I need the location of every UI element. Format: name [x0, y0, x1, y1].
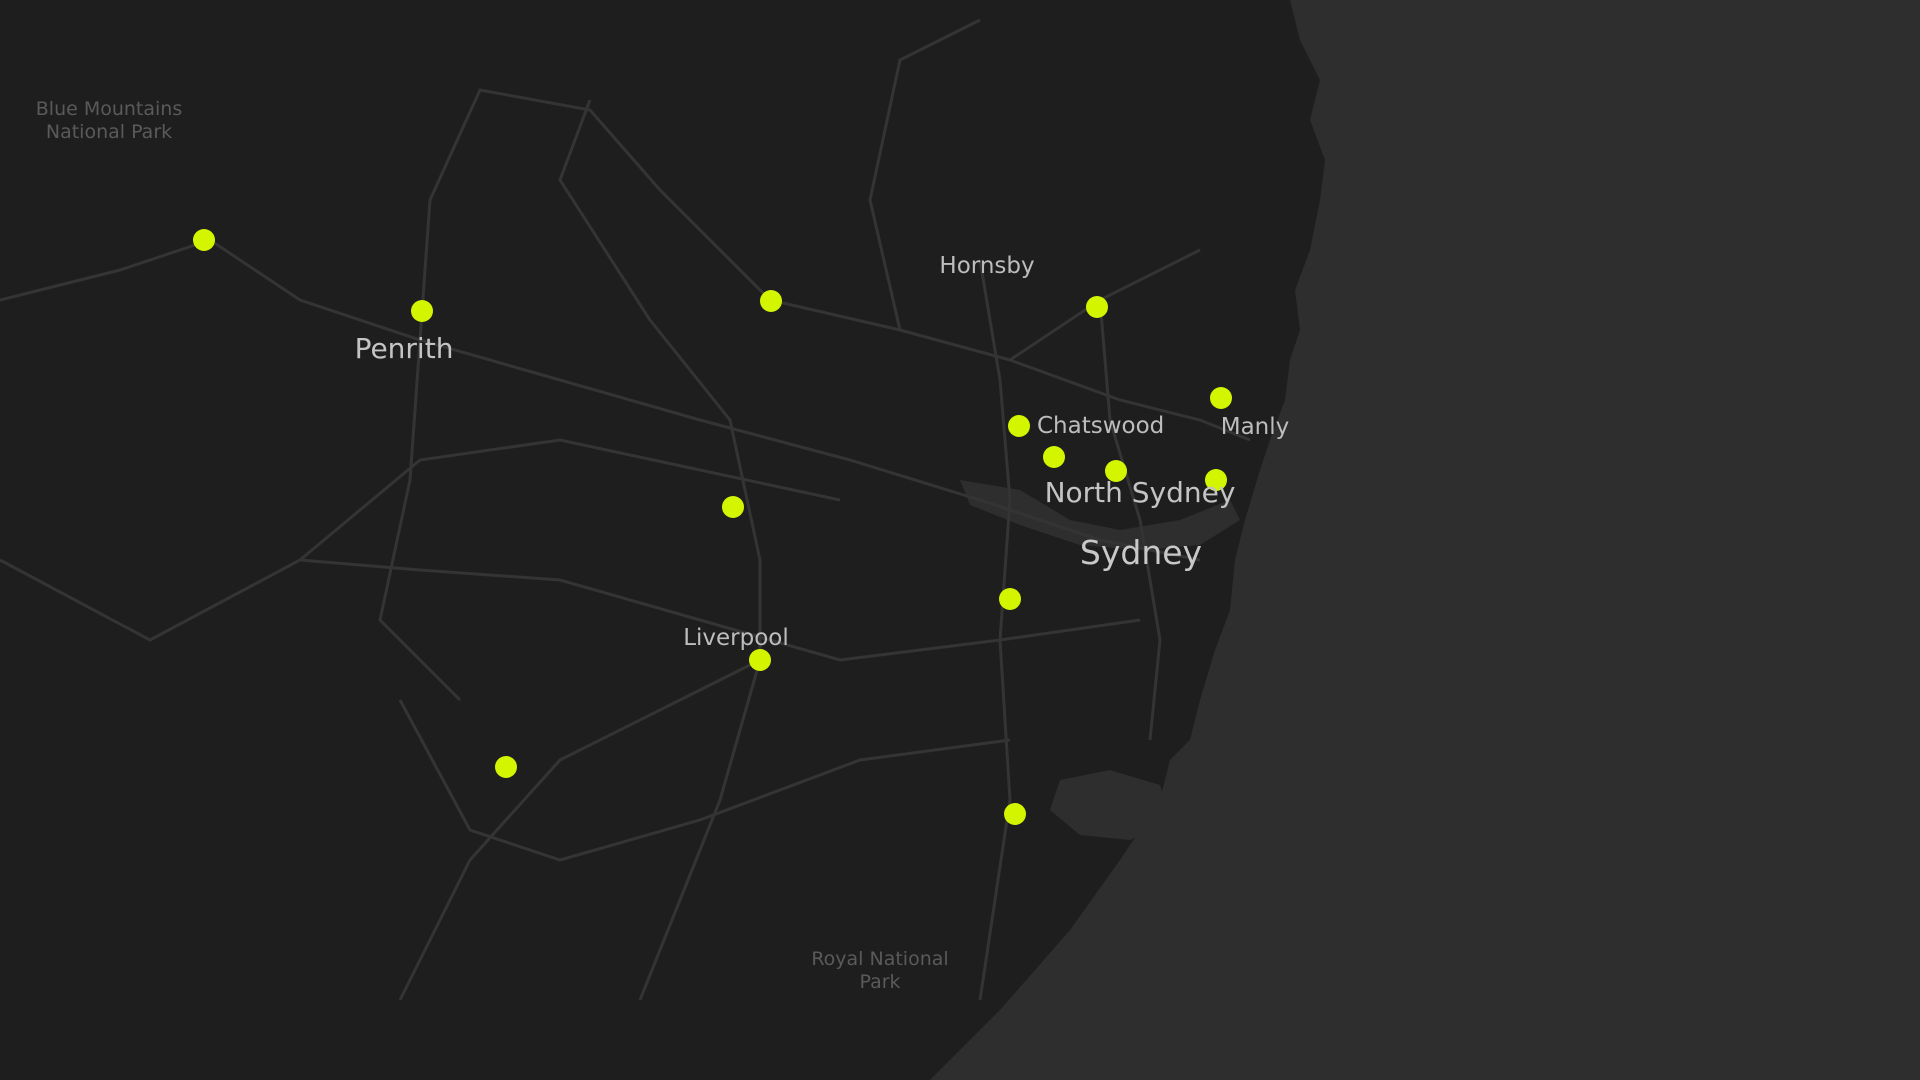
- label-royal-national-park: Royal National Park: [811, 948, 949, 993]
- label-blue-mountains: Blue Mountains National Park: [35, 98, 183, 143]
- map-marker[interactable]: [1008, 415, 1030, 437]
- markers: [193, 229, 1232, 825]
- map-marker[interactable]: [1086, 296, 1108, 318]
- map-marker[interactable]: [1210, 387, 1232, 409]
- map-marker[interactable]: [1043, 446, 1065, 468]
- map-marker[interactable]: [411, 300, 433, 322]
- map-marker[interactable]: [999, 588, 1021, 610]
- ocean: [930, 0, 1920, 1080]
- label-hornsby: Hornsby: [939, 253, 1035, 280]
- roads: [0, 18, 1251, 1001]
- label-manly: Manly: [1220, 414, 1290, 441]
- map-marker[interactable]: [1205, 469, 1227, 491]
- map-marker[interactable]: [193, 229, 215, 251]
- label-penrith: Penrith: [354, 332, 454, 366]
- label-chatswood: Chatswood: [1037, 413, 1165, 440]
- harbour: [960, 480, 1240, 550]
- map-marker[interactable]: [760, 290, 782, 312]
- map-marker[interactable]: [495, 756, 517, 778]
- map-marker[interactable]: [749, 649, 771, 671]
- label-north-sydney: North Sydney: [1044, 476, 1236, 510]
- map-marker[interactable]: [1105, 460, 1127, 482]
- map-marker[interactable]: [1004, 803, 1026, 825]
- label-sydney: Sydney: [1079, 533, 1203, 573]
- botany-bay: [1050, 770, 1170, 840]
- map-marker[interactable]: [722, 496, 744, 518]
- label-liverpool: Liverpool: [683, 625, 789, 652]
